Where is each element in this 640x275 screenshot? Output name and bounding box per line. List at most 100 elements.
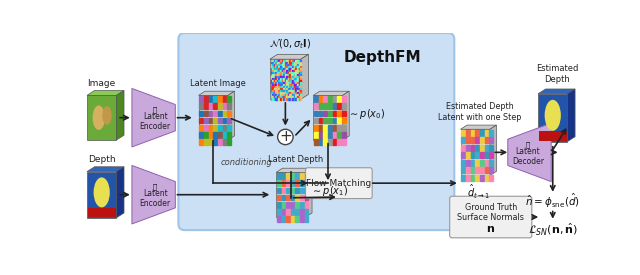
Bar: [286, 72, 287, 74]
Bar: [280, 98, 282, 100]
Bar: [480, 130, 484, 136]
Bar: [282, 188, 285, 193]
Bar: [283, 66, 284, 68]
Bar: [283, 74, 284, 76]
Bar: [272, 88, 273, 90]
Bar: [204, 118, 208, 123]
Text: Ground Truth
Surface Normals: Ground Truth Surface Normals: [458, 203, 524, 222]
Bar: [285, 80, 286, 82]
Bar: [285, 98, 286, 100]
Bar: [291, 68, 292, 70]
Polygon shape: [568, 89, 575, 142]
Bar: [296, 195, 299, 200]
Bar: [285, 64, 286, 66]
Text: Estimated
Depth: Estimated Depth: [536, 64, 579, 84]
Bar: [283, 84, 284, 86]
Bar: [328, 132, 332, 138]
Bar: [285, 66, 286, 68]
Bar: [297, 74, 298, 76]
Polygon shape: [198, 91, 234, 95]
Bar: [223, 103, 227, 109]
Bar: [300, 82, 301, 84]
Bar: [274, 82, 275, 84]
Bar: [286, 195, 290, 200]
Bar: [298, 82, 300, 84]
Bar: [271, 78, 272, 80]
Bar: [199, 132, 203, 138]
Bar: [286, 98, 287, 100]
Bar: [291, 66, 292, 68]
Bar: [282, 209, 285, 215]
Bar: [271, 80, 272, 82]
Bar: [271, 76, 272, 78]
Bar: [274, 80, 275, 82]
Bar: [328, 96, 332, 102]
Bar: [292, 62, 294, 64]
Bar: [274, 90, 275, 92]
Bar: [294, 62, 295, 64]
Bar: [282, 97, 283, 98]
Bar: [300, 74, 301, 76]
Bar: [274, 84, 275, 86]
Bar: [289, 94, 291, 96]
Bar: [319, 139, 323, 145]
Bar: [218, 118, 221, 123]
Bar: [285, 86, 286, 88]
Bar: [286, 216, 290, 222]
Bar: [282, 68, 283, 70]
Bar: [282, 173, 285, 179]
Polygon shape: [276, 168, 312, 172]
Bar: [286, 68, 287, 70]
Bar: [277, 64, 278, 66]
Bar: [227, 103, 231, 109]
Bar: [297, 82, 298, 84]
Bar: [271, 62, 272, 64]
Bar: [271, 60, 272, 62]
Bar: [296, 88, 297, 90]
Bar: [484, 145, 488, 151]
Bar: [480, 167, 484, 173]
Bar: [218, 111, 221, 116]
Bar: [296, 80, 297, 82]
Bar: [294, 98, 295, 100]
Bar: [314, 125, 317, 131]
Bar: [289, 92, 291, 94]
Bar: [466, 152, 470, 158]
Bar: [294, 74, 295, 76]
Bar: [294, 60, 295, 62]
Bar: [223, 125, 227, 131]
Bar: [286, 60, 287, 62]
Bar: [278, 62, 280, 64]
Bar: [213, 103, 217, 109]
FancyBboxPatch shape: [179, 33, 454, 230]
Bar: [283, 70, 284, 72]
Bar: [283, 98, 284, 100]
Bar: [291, 76, 292, 78]
Bar: [271, 86, 272, 88]
Bar: [470, 175, 474, 181]
Bar: [319, 132, 323, 138]
Bar: [466, 130, 470, 136]
Bar: [294, 86, 295, 88]
Polygon shape: [305, 168, 312, 217]
Bar: [282, 98, 283, 100]
Bar: [342, 118, 346, 123]
Bar: [288, 82, 289, 84]
Polygon shape: [276, 172, 305, 217]
Bar: [319, 118, 323, 123]
Bar: [323, 132, 327, 138]
Bar: [271, 90, 272, 92]
Bar: [300, 188, 304, 193]
Bar: [285, 84, 286, 86]
Bar: [283, 86, 284, 88]
Bar: [218, 125, 221, 131]
Bar: [271, 70, 272, 72]
Bar: [484, 138, 488, 143]
Bar: [227, 139, 231, 145]
Bar: [289, 86, 291, 88]
Bar: [305, 188, 308, 193]
Bar: [470, 167, 474, 173]
Bar: [466, 160, 470, 166]
Bar: [283, 64, 284, 66]
Bar: [272, 86, 273, 88]
